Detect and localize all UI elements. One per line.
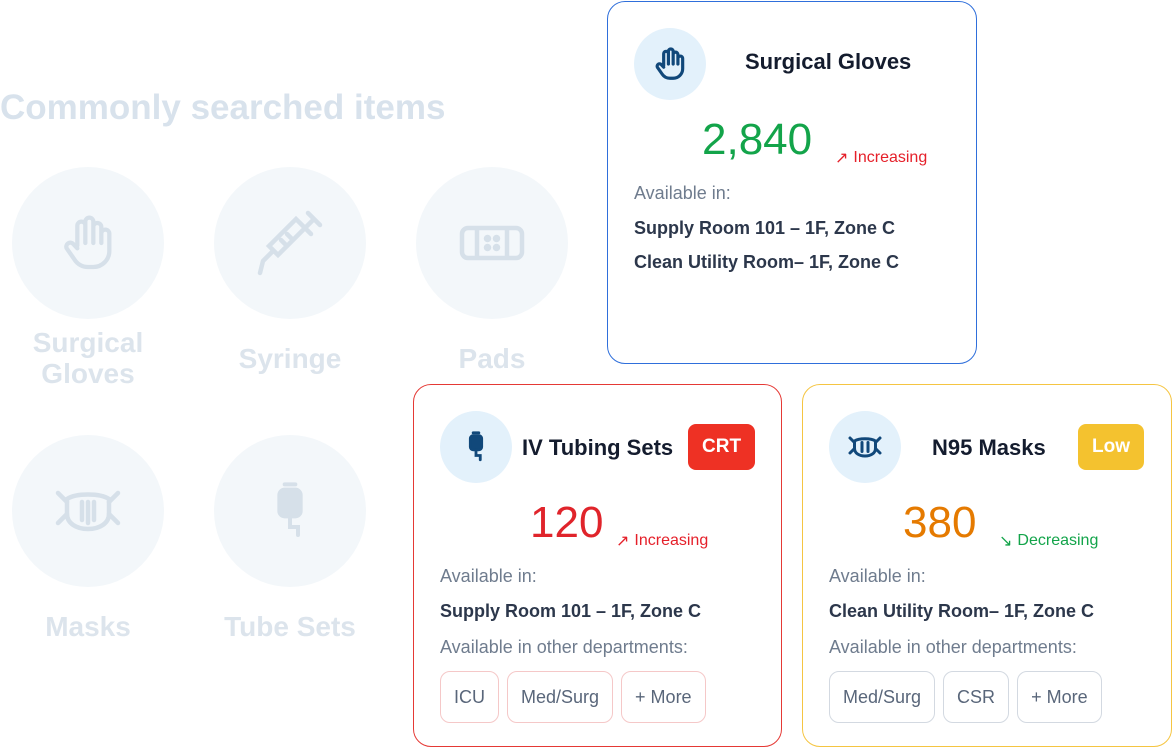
- hand-icon: [634, 28, 706, 100]
- hand-icon: [64, 215, 112, 270]
- trend-up-icon: ↗: [835, 150, 849, 167]
- category-label: Syringe: [238, 343, 342, 374]
- iv-bag-icon: [277, 482, 303, 537]
- quantity: 2,840: [702, 115, 813, 164]
- department-chip-csr[interactable]: CSR: [943, 671, 1010, 723]
- section-title: Commonly searched items: [0, 88, 446, 127]
- syringe-icon: [257, 210, 323, 276]
- location: Supply Room 101 – 1F, Zone C: [634, 218, 896, 238]
- category-label: Pads: [458, 343, 526, 374]
- more-departments-button[interactable]: + More: [1017, 671, 1102, 723]
- trend-up-icon: ↗: [616, 533, 630, 550]
- item-name: IV Tubing Sets: [522, 435, 674, 460]
- status-badge-critical: CRT: [688, 424, 756, 470]
- item-card-n95-masks[interactable]: N95 Masks Low 380 ↘ Decreasing Available …: [802, 384, 1172, 747]
- other-departments-label: Available in other departments:: [440, 637, 688, 657]
- trend-label: Increasing: [634, 532, 709, 549]
- item-name: N95 Masks: [932, 435, 1046, 460]
- item-card-iv-tubing-sets[interactable]: IV Tubing Sets CRT 120 ↗ Increasing Avail…: [413, 384, 782, 747]
- category-surgical-gloves[interactable]: Surgical Gloves: [12, 167, 164, 389]
- item-card-surgical-gloves[interactable]: Surgical Gloves 2,840 ↗ Increasing Availa…: [607, 1, 977, 364]
- other-departments-label: Available in other departments:: [829, 637, 1077, 657]
- iv-bag-icon: [440, 411, 512, 483]
- category-masks[interactable]: Masks: [12, 435, 164, 642]
- item-name: Surgical Gloves: [745, 49, 912, 74]
- location: Clean Utility Room– 1F, Zone C: [634, 252, 900, 272]
- mask-icon: [55, 490, 121, 532]
- department-chip-med-surg[interactable]: Med/Surg: [829, 671, 936, 723]
- mask-icon: [829, 411, 901, 483]
- trend-indicator: ↘ Decreasing: [999, 531, 1098, 551]
- available-label: Available in:: [440, 566, 537, 586]
- trend-label: Increasing: [853, 149, 928, 166]
- quantity: 120: [530, 498, 604, 547]
- trend-indicator: ↗ Increasing: [835, 148, 927, 168]
- available-label: Available in:: [829, 566, 926, 586]
- category-label: Tube Sets: [224, 611, 356, 642]
- trend-label: Decreasing: [1017, 532, 1099, 549]
- department-chip-med-surg[interactable]: Med/Surg: [507, 671, 614, 723]
- department-chip-icu[interactable]: ICU: [440, 671, 499, 723]
- category-label: Masks: [45, 611, 131, 642]
- trend-indicator: ↗ Increasing: [616, 531, 708, 551]
- location: Clean Utility Room– 1F, Zone C: [829, 601, 1095, 621]
- category-tube-sets[interactable]: Tube Sets: [214, 435, 366, 642]
- status-badge-low: Low: [1078, 424, 1144, 470]
- trend-down-icon: ↘: [999, 533, 1013, 550]
- more-departments-button[interactable]: + More: [621, 671, 706, 723]
- category-label: Surgical Gloves: [32, 327, 144, 389]
- location: Supply Room 101 – 1F, Zone C: [440, 601, 702, 621]
- category-syringe[interactable]: Syringe: [214, 167, 366, 374]
- bandage-icon: [459, 225, 525, 261]
- category-pads[interactable]: Pads: [416, 167, 568, 374]
- quantity: 380: [903, 498, 977, 547]
- available-label: Available in:: [634, 183, 731, 203]
